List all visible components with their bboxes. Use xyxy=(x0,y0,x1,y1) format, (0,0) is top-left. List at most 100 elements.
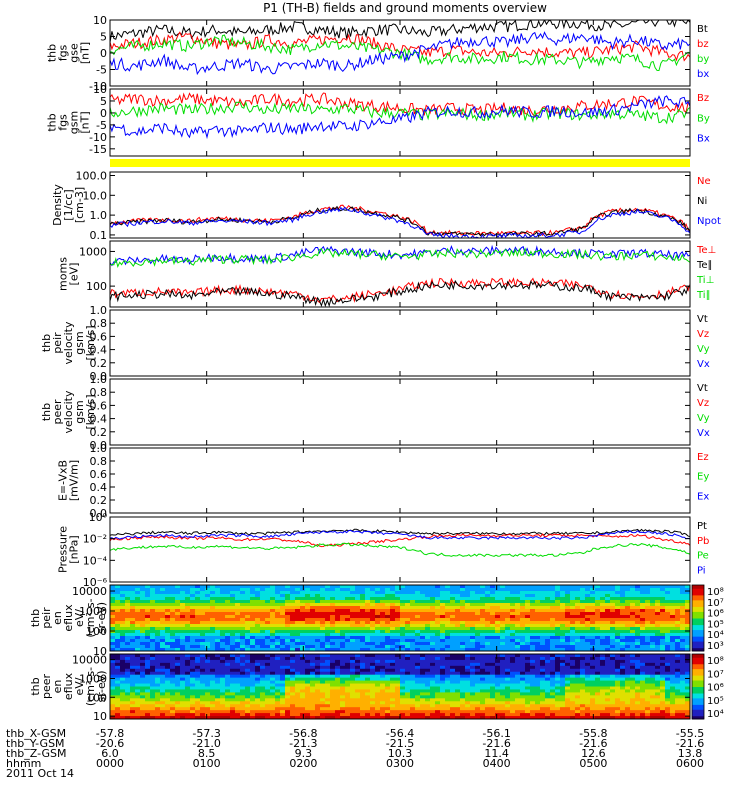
heatmap-cell xyxy=(425,603,431,607)
heatmap-cell xyxy=(280,618,286,622)
heatmap-cell xyxy=(110,689,116,693)
heatmap-cell xyxy=(685,603,690,607)
heatmap-cell xyxy=(295,680,301,685)
heatmap-cell xyxy=(605,603,611,607)
heatmap-cell xyxy=(325,645,331,649)
heatmap-cell xyxy=(135,668,141,673)
heatmap-cell xyxy=(305,674,311,679)
heatmap-cell xyxy=(180,588,186,592)
heatmap-cell xyxy=(540,624,546,628)
heatmap-cell xyxy=(560,692,566,696)
heatmap-cell xyxy=(140,674,146,679)
heatmap-cell xyxy=(145,603,151,607)
heatmap-cell xyxy=(665,621,671,625)
heatmap-cell xyxy=(275,606,281,610)
heatmap-cell xyxy=(405,642,411,646)
heatmap-cell xyxy=(515,710,521,714)
heatmap-cell xyxy=(475,609,481,613)
heatmap-cell xyxy=(550,671,556,676)
heatmap-cell xyxy=(325,695,331,699)
heatmap-cell xyxy=(325,585,331,589)
heatmap-cell xyxy=(560,615,566,619)
heatmap-cell xyxy=(250,704,256,708)
heatmap-cell xyxy=(425,636,431,640)
heatmap-cell xyxy=(175,600,181,604)
heatmap-cell xyxy=(440,677,446,682)
heatmap-cell xyxy=(160,609,166,613)
heatmap-cell xyxy=(550,662,556,667)
heatmap-cell xyxy=(125,680,131,685)
heatmap-cell xyxy=(285,674,291,679)
heatmap-cell xyxy=(430,656,436,661)
heatmap-cell xyxy=(435,630,441,634)
heatmap-cell xyxy=(170,618,176,622)
heatmap-cell xyxy=(330,636,336,640)
heatmap-cell xyxy=(495,677,501,682)
heatmap-cell xyxy=(670,636,676,640)
heatmap-cell xyxy=(270,692,276,696)
heatmap-cell xyxy=(555,603,561,607)
heatmap-cell xyxy=(385,689,391,693)
heatmap-cell xyxy=(480,710,486,714)
heatmap-cell xyxy=(270,665,276,670)
heatmap-cell xyxy=(220,645,226,649)
heatmap-cell xyxy=(515,627,521,631)
heatmap-cell xyxy=(425,645,431,649)
heatmap-cell xyxy=(115,671,121,676)
heatmap-cell xyxy=(310,677,316,682)
heatmap-cell xyxy=(585,630,591,634)
heatmap-cell xyxy=(650,633,656,637)
heatmap-cell xyxy=(225,618,231,622)
heatmap-cell xyxy=(530,588,536,592)
heatmap-cell xyxy=(220,642,226,646)
heatmap-cell xyxy=(415,710,421,714)
heatmap-cell xyxy=(645,594,651,598)
heatmap-cell xyxy=(405,686,411,691)
heatmap-cell xyxy=(195,654,201,658)
y-tick-label: 0.0 xyxy=(90,370,108,383)
heatmap-cell xyxy=(665,591,671,595)
heatmap-cell xyxy=(455,710,461,714)
heatmap-cell xyxy=(310,701,316,705)
heatmap-cell xyxy=(460,603,466,607)
heatmap-cell xyxy=(480,716,486,719)
heatmap-cell xyxy=(370,671,376,676)
heatmap-cell xyxy=(170,612,176,616)
heatmap-cell xyxy=(435,710,441,714)
heatmap-cell xyxy=(525,585,531,589)
heatmap-cell xyxy=(520,654,526,658)
heatmap-cell xyxy=(240,677,246,682)
heatmap-cell xyxy=(315,695,321,699)
heatmap-cell xyxy=(455,639,461,643)
heatmap-cell xyxy=(370,677,376,682)
heatmap-cell xyxy=(115,683,121,688)
y-tick-label: 0.4 xyxy=(90,344,108,357)
heatmap-cell xyxy=(600,642,606,646)
heatmap-cell xyxy=(385,591,391,595)
heatmap-cell xyxy=(130,627,136,631)
heatmap-cell xyxy=(210,618,216,622)
heatmap-cell xyxy=(540,695,546,699)
heatmap-cell xyxy=(445,609,451,613)
heatmap-cell xyxy=(555,707,561,711)
heatmap-cell xyxy=(305,659,311,664)
heatmap-cell xyxy=(245,606,251,610)
heatmap-cell xyxy=(330,671,336,676)
heatmap-cell xyxy=(115,615,121,619)
heatmap-cell xyxy=(230,585,236,589)
heatmap-cell xyxy=(160,683,166,688)
heatmap-cell xyxy=(255,642,261,646)
heatmap-cell xyxy=(390,603,396,607)
heatmap-cell xyxy=(330,588,336,592)
heatmap-cell xyxy=(125,606,131,610)
heatmap-cell xyxy=(115,609,121,613)
heatmap-cell xyxy=(470,633,476,637)
heatmap-cell xyxy=(345,662,351,667)
heatmap-cell xyxy=(165,621,171,625)
heatmap-cell xyxy=(120,654,126,658)
heatmap-cell xyxy=(380,692,386,696)
heatmap-cell xyxy=(470,615,476,619)
heatmap-cell xyxy=(640,639,646,643)
heatmap-cell xyxy=(510,606,516,610)
